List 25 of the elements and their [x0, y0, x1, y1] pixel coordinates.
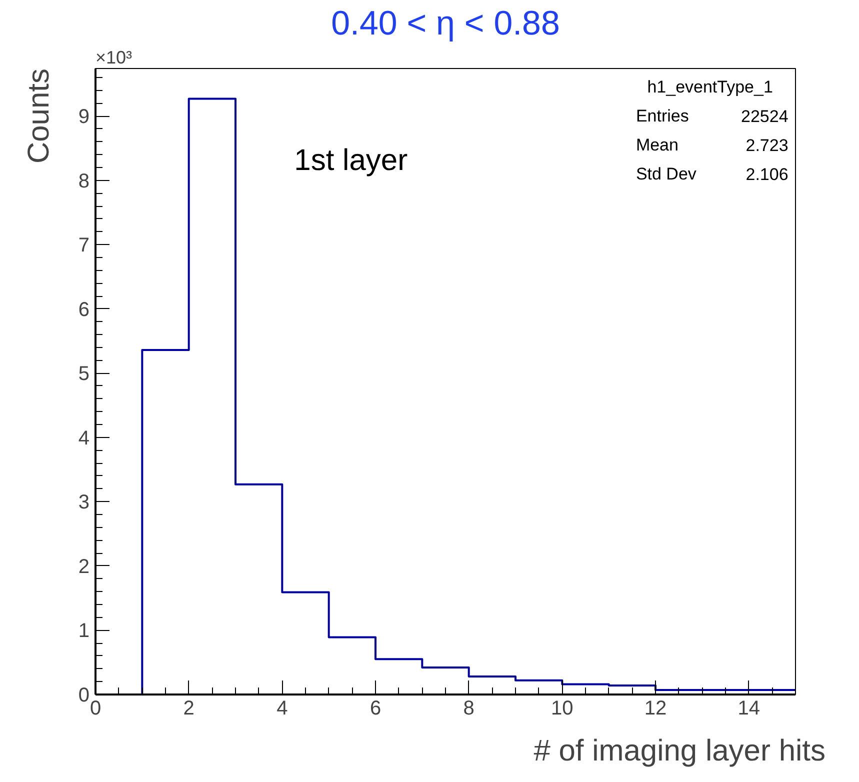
y-tick-label: 9: [78, 106, 90, 128]
y-tick-label: 2: [78, 556, 90, 578]
x-tick-label: 12: [644, 698, 667, 720]
y-axis-title: Counts: [22, 68, 56, 164]
text: Std Dev 2.106: [636, 164, 788, 184]
y-tick-label: 5: [78, 363, 90, 386]
x-tick-label: 10: [551, 698, 574, 720]
y-tick-label: 7: [78, 234, 90, 257]
x-axis-title: # of imaging layer hits: [534, 734, 826, 768]
text: Entries 22524: [636, 106, 788, 126]
y-tick-label: 4: [78, 427, 90, 450]
y-tick-label: 1: [78, 620, 90, 642]
x-tick-label: 2: [183, 698, 194, 720]
text: ×10³: [96, 48, 132, 68]
y-tick-label: 6: [78, 298, 90, 321]
y-tick-label: 8: [78, 170, 90, 192]
x-tick-label: 14: [738, 698, 760, 720]
chart-title: 0.40 < η < 0.88: [331, 4, 560, 42]
text: Mean 2.723: [636, 135, 788, 155]
y-tick-label: 3: [78, 492, 90, 514]
annotation: h1_eventType_1: [647, 78, 773, 97]
annotation: 1st layer: [294, 144, 408, 177]
x-tick-label: 4: [276, 698, 288, 720]
x-tick-label: 8: [463, 698, 474, 720]
x-tick-label: 6: [370, 698, 382, 720]
